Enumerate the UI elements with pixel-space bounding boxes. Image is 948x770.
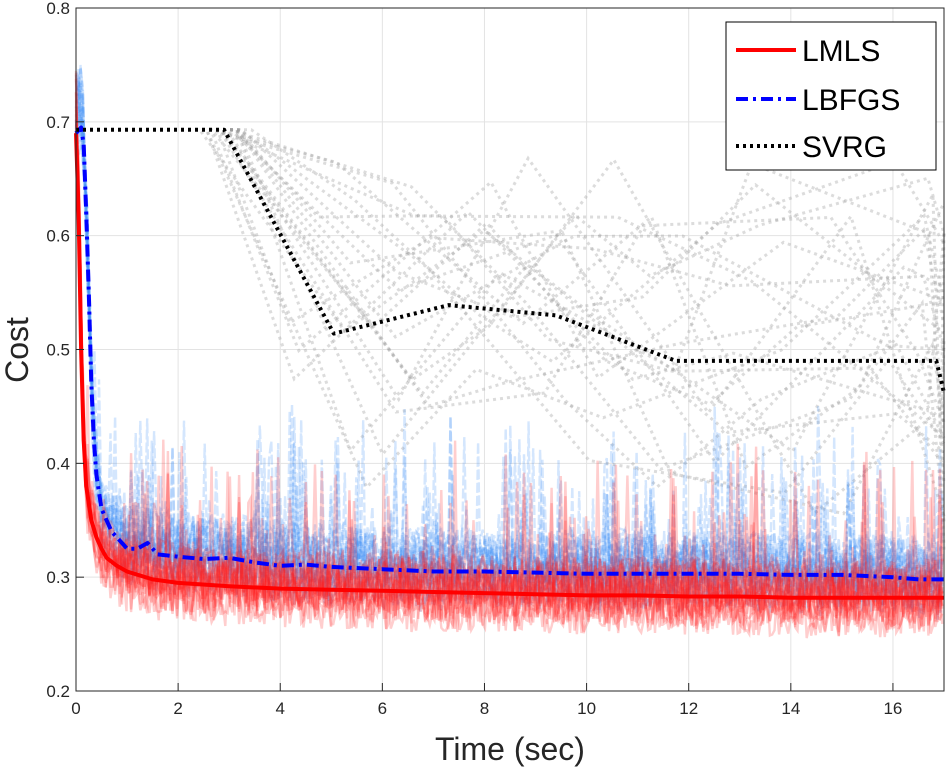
svrg-background-run	[76, 128, 946, 489]
lmls-background-run	[74, 109, 944, 636]
y-tick-label: 0.4	[46, 454, 70, 473]
y-tick-label: 0.3	[46, 568, 70, 587]
lbfgs-background-run	[74, 69, 944, 591]
y-tick-label: 0.8	[46, 0, 70, 18]
x-tick-label: 16	[883, 699, 902, 718]
x-tick-label: 8	[480, 699, 489, 718]
lmls-background-run	[74, 120, 944, 624]
legend-label-lmls: LMLS	[802, 35, 880, 68]
x-tick-label: 0	[71, 699, 80, 718]
lbfgs-background-run	[74, 86, 944, 610]
svrg-background-run	[76, 128, 946, 413]
y-tick-label: 0.2	[46, 682, 70, 701]
x-tick-label: 10	[577, 699, 596, 718]
svrg-background-run	[76, 128, 945, 351]
lmls-background-run	[74, 73, 944, 623]
series-line-lbfgs	[74, 125, 944, 582]
lmls-background-run	[74, 70, 944, 618]
lbfgs-background-run	[74, 80, 944, 590]
lmls-background-run	[74, 114, 944, 639]
lbfgs-background-run	[74, 74, 944, 620]
series-lines	[74, 125, 946, 600]
lbfgs-background-run	[74, 64, 944, 602]
svrg-background-run	[76, 128, 945, 465]
lmls-background-run	[74, 106, 944, 609]
svrg-background-run	[76, 128, 946, 490]
svrg-background-run	[76, 128, 946, 364]
axis-ticks: 0 2 4 6 8 10 12 14 16 0.2 0.3 0.4 0.5 0.6 0.7 0.8	[46, 0, 902, 718]
lmls-background-run	[74, 78, 944, 614]
y-tick-label: 0.6	[46, 227, 70, 246]
svrg-background-run	[76, 128, 946, 516]
y-tick-label: 0.7	[46, 113, 70, 132]
lbfgs-background-run	[75, 109, 943, 606]
lmls-background-run	[74, 124, 944, 628]
x-tick-label: 6	[378, 699, 387, 718]
svrg-background-run	[76, 128, 946, 517]
x-axis-title: Time (sec)	[435, 731, 585, 767]
legend: LMLS LBFGS SVRG	[725, 21, 937, 171]
y-tick-label: 0.5	[46, 341, 70, 360]
legend-label-lbfgs: LBFGS	[802, 84, 900, 117]
svrg-background-run	[76, 128, 946, 408]
series-line-lmls	[74, 133, 944, 600]
x-tick-label: 2	[173, 699, 182, 718]
x-tick-label: 14	[781, 699, 800, 718]
legend-box	[725, 21, 937, 171]
lmls-background-run	[74, 91, 944, 623]
svrg-background-run	[76, 128, 946, 486]
svrg-background-run	[76, 128, 946, 522]
legend-label-svrg: SVRG	[802, 131, 887, 164]
svrg-background-run	[76, 128, 946, 424]
svrg-background-run	[76, 128, 946, 466]
y-axis-title: Cost	[0, 317, 35, 383]
lbfgs-background-run	[74, 66, 944, 590]
lbfgs-background-run	[74, 91, 944, 594]
lmls-background-run	[74, 132, 944, 611]
x-tick-label: 12	[679, 699, 698, 718]
svrg-background-run	[76, 128, 945, 334]
svrg-background-run	[76, 128, 946, 350]
x-tick-label: 4	[276, 699, 285, 718]
lbfgs-background-run	[74, 82, 943, 619]
lbfgs-background-run	[74, 77, 944, 591]
